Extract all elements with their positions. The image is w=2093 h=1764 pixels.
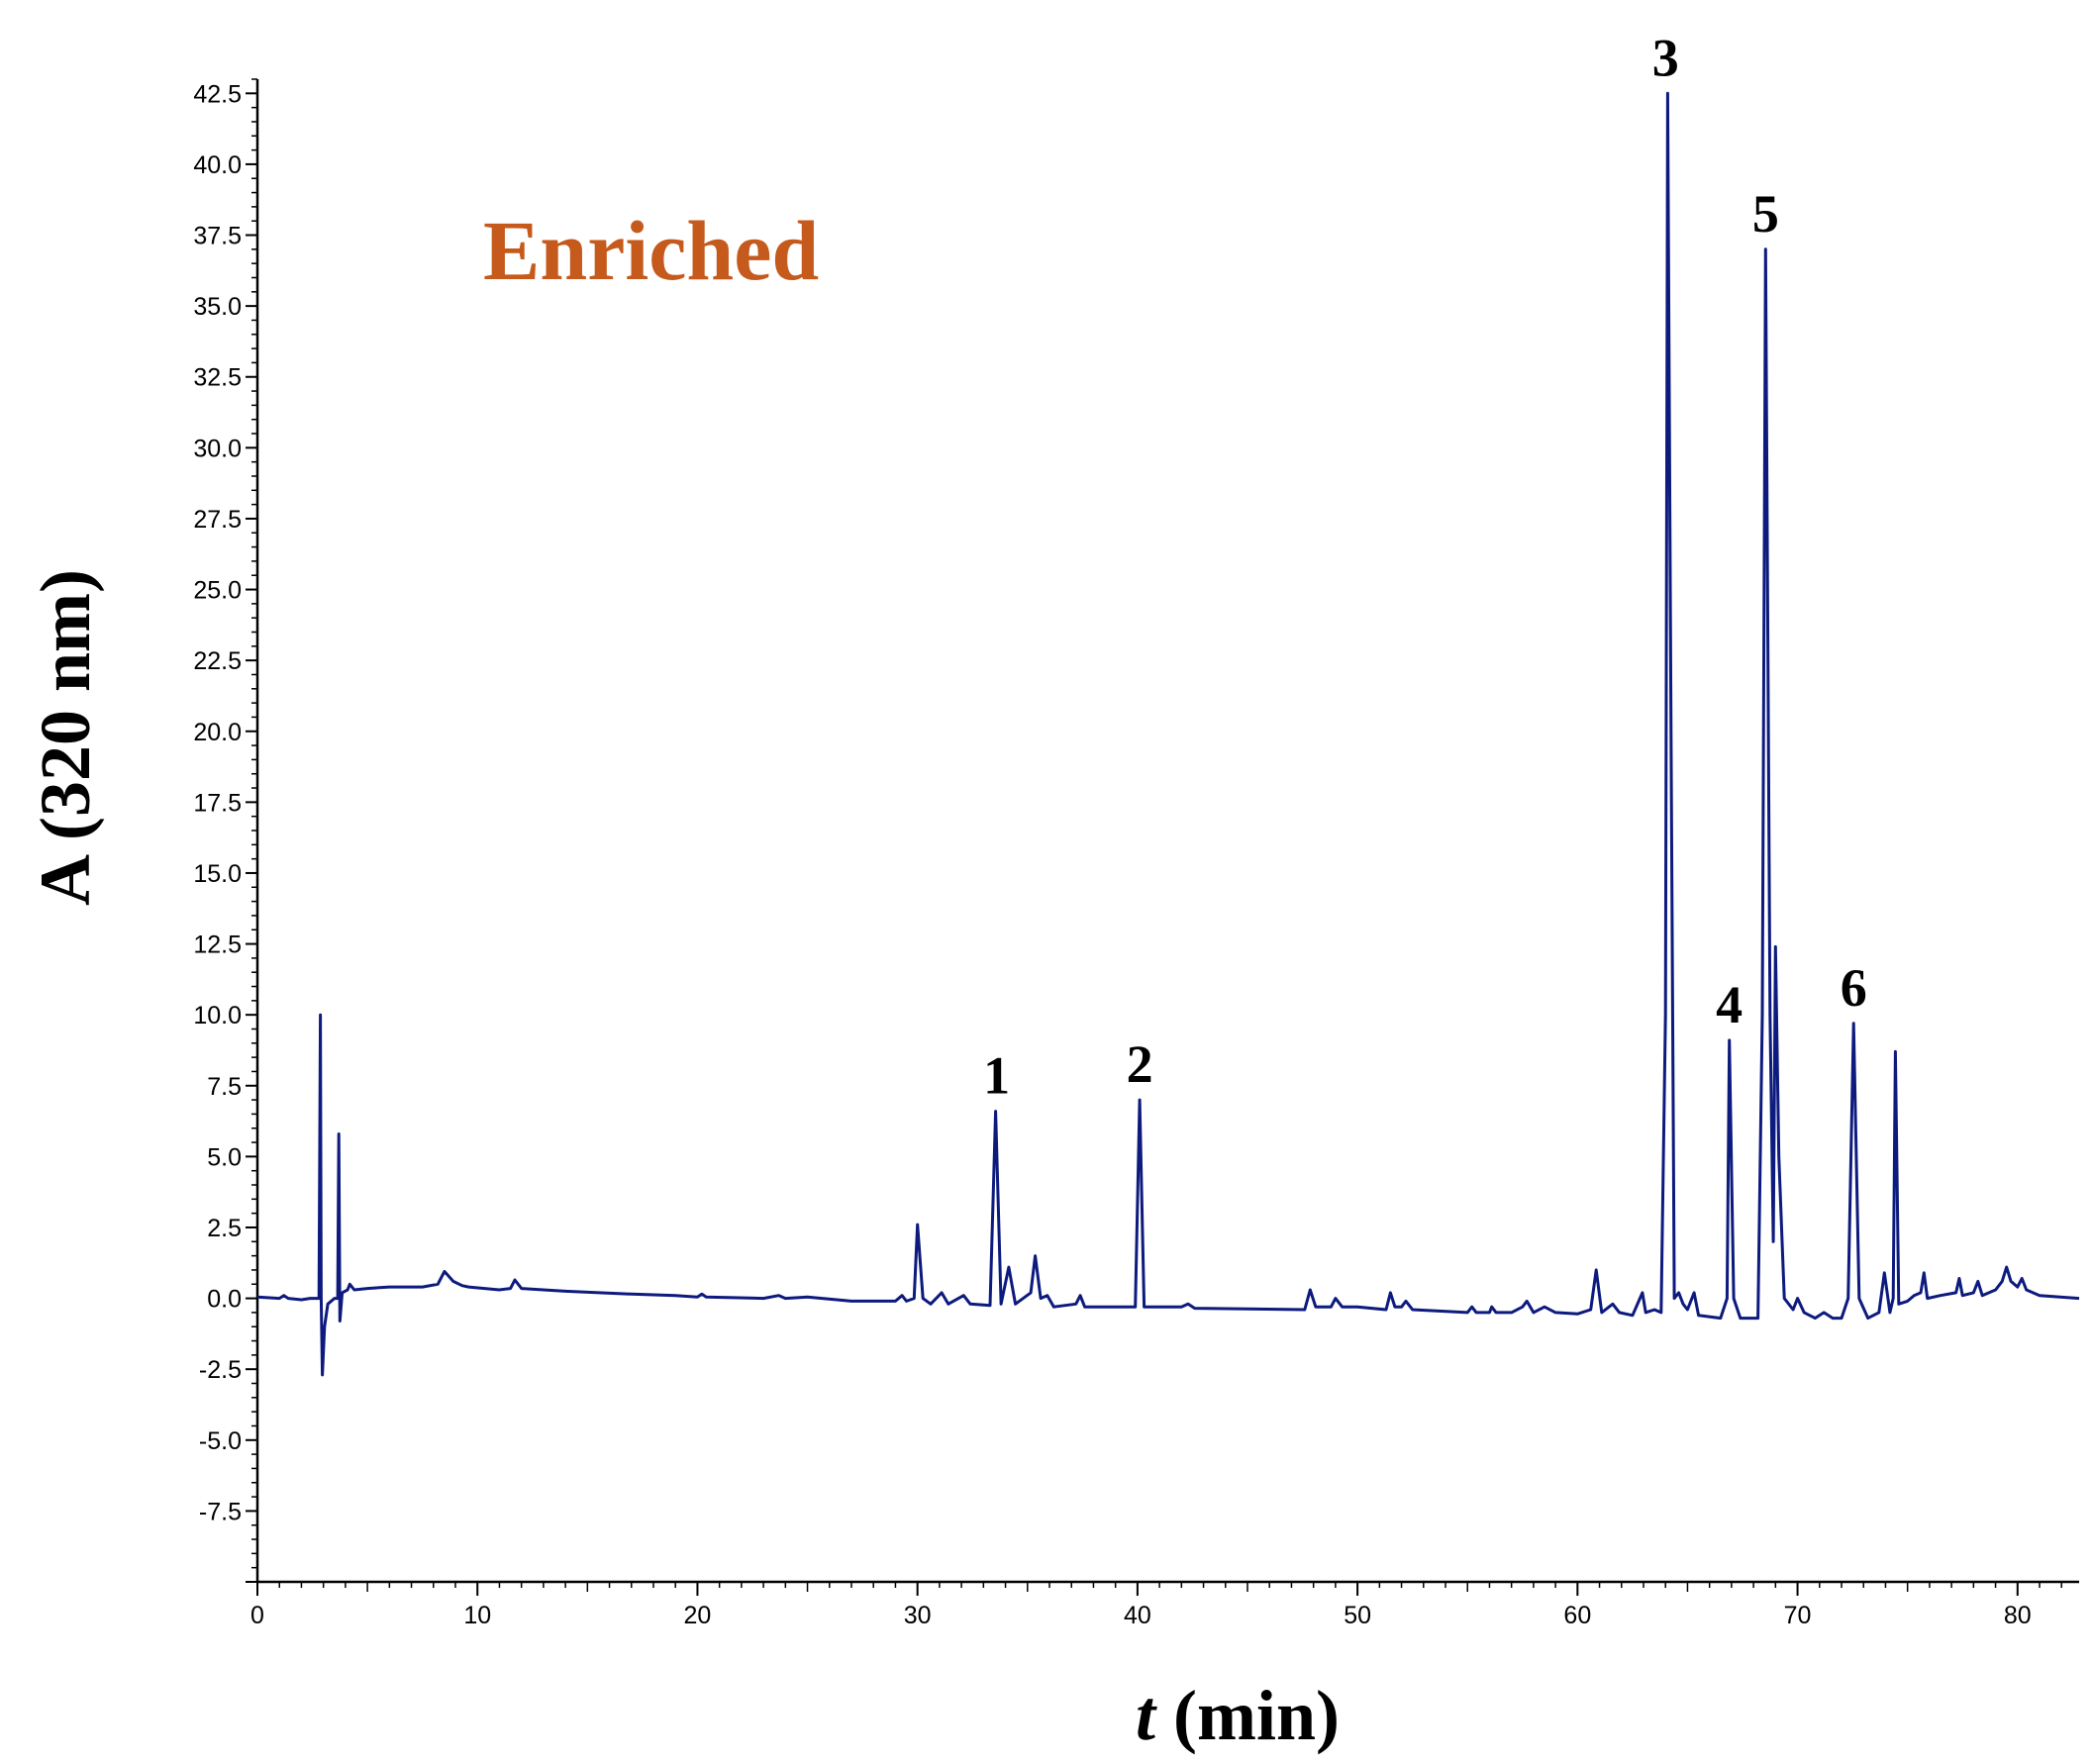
peak-label-6: 6 xyxy=(1841,958,1867,1018)
y-tick-label: 37.5 xyxy=(193,223,242,250)
y-tick-label: 17.5 xyxy=(193,789,242,817)
x-tick-label: 50 xyxy=(1344,1602,1371,1629)
x-tick-label: 30 xyxy=(904,1602,932,1629)
y-tick-label: 0.0 xyxy=(207,1286,242,1314)
y-axis: -7.5 -5.0 -2.5 0.0 2.5 5.0 7.5 10.0 12.5 15.0 17.5… xyxy=(193,78,259,1583)
x-axis: 0 10 20 30 40 50 60 70 80 xyxy=(250,1580,2079,1629)
x-tick-label: 0 xyxy=(250,1602,264,1629)
x-tick-label: 80 xyxy=(2004,1602,2032,1629)
y-tick-label: 10.0 xyxy=(193,1002,242,1029)
y-tick-label: -5.0 xyxy=(199,1427,242,1455)
x-tick-label: 70 xyxy=(1784,1602,1812,1629)
y-tick-label: -7.5 xyxy=(199,1498,242,1525)
peak-label-4: 4 xyxy=(1716,975,1743,1034)
x-tick-label: 10 xyxy=(463,1602,491,1629)
x-tick-label: 60 xyxy=(1563,1602,1591,1629)
x-axis-title-rest: (min) xyxy=(1173,1676,1340,1755)
y-tick-label: 32.5 xyxy=(193,364,242,392)
y-tick-label: -2.5 xyxy=(199,1356,242,1384)
x-tick-label: 40 xyxy=(1124,1602,1151,1629)
peak-label-3: 3 xyxy=(1652,28,1679,87)
y-tick-label: 2.5 xyxy=(207,1215,242,1242)
chart-title: Enriched xyxy=(483,203,819,298)
peak-label-1: 1 xyxy=(983,1046,1010,1106)
y-tick-label: 35.0 xyxy=(193,293,242,321)
peak-label-2: 2 xyxy=(1127,1034,1153,1094)
y-tick-label: 12.5 xyxy=(193,931,242,959)
series-layer xyxy=(256,91,2080,1377)
y-tick-label: 27.5 xyxy=(193,506,242,534)
y-tick-label: 30.0 xyxy=(193,435,242,462)
y-tick-label: 15.0 xyxy=(193,860,242,888)
y-tick-label: 22.5 xyxy=(193,647,242,675)
y-tick-label: 20.0 xyxy=(193,719,242,746)
y-tick-label: 42.5 xyxy=(193,80,242,108)
y-tick-label: 5.0 xyxy=(207,1143,242,1171)
peak-label-5: 5 xyxy=(1752,184,1779,244)
y-axis-title: A (320 nm) xyxy=(26,569,105,906)
chromatogram-trace xyxy=(256,91,2080,1377)
y-tick-label: 25.0 xyxy=(193,577,242,605)
peak-labels: 1 2 3 4 5 6 xyxy=(983,28,1867,1105)
x-tick-label: 20 xyxy=(684,1602,712,1629)
x-axis-title-italic: t xyxy=(1136,1676,1157,1755)
y-tick-label: 7.5 xyxy=(207,1073,242,1101)
y-tick-label: 40.0 xyxy=(193,151,242,179)
x-axis-title: t (min) xyxy=(1136,1676,1340,1755)
